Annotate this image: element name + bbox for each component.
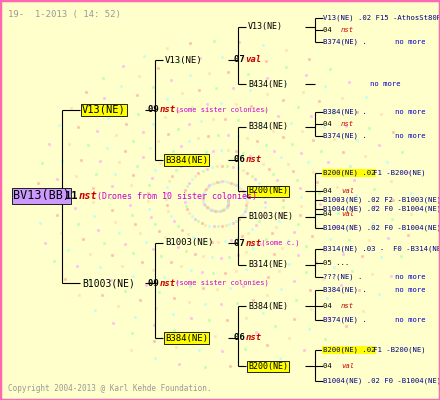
Text: B434(NE): B434(NE) <box>248 80 288 88</box>
Text: B384(NE): B384(NE) <box>248 302 288 310</box>
Text: val: val <box>341 188 354 194</box>
Text: 06: 06 <box>234 334 250 342</box>
Text: (some sister colonies): (some sister colonies) <box>172 107 269 113</box>
Text: F1 -B200(NE): F1 -B200(NE) <box>360 170 426 176</box>
Text: Copyright 2004-2013 @ Karl Kehde Foundation.: Copyright 2004-2013 @ Karl Kehde Foundat… <box>8 384 212 393</box>
Text: B1003(NE): B1003(NE) <box>82 278 135 288</box>
Text: nst: nst <box>341 303 354 309</box>
Text: ???(NE) .: ???(NE) . <box>323 274 363 280</box>
Text: 09: 09 <box>148 106 164 114</box>
Text: B384(NE): B384(NE) <box>248 122 288 132</box>
Text: B200(NE) .02: B200(NE) .02 <box>323 347 375 353</box>
Text: nst: nst <box>246 238 262 248</box>
Text: V13(NE) .02 F15 -AthosSt80R: V13(NE) .02 F15 -AthosSt80R <box>323 15 440 21</box>
Text: B384(NE) .: B384(NE) . <box>323 109 367 115</box>
Text: B384(NE): B384(NE) <box>165 334 208 342</box>
Text: nst: nst <box>160 106 176 114</box>
Text: B314(NE) .03 -  F0 -B314(NE): B314(NE) .03 - F0 -B314(NE) <box>323 246 440 252</box>
Text: B1003(NE) .02 F2 -B1003(NE): B1003(NE) .02 F2 -B1003(NE) <box>323 197 440 203</box>
Text: 05 ...: 05 ... <box>323 260 349 266</box>
Text: B200(NE): B200(NE) <box>248 362 288 370</box>
Text: 09: 09 <box>148 278 164 288</box>
Text: no more: no more <box>395 317 425 323</box>
Text: val: val <box>246 56 262 64</box>
Text: B374(NE) .: B374(NE) . <box>323 317 367 323</box>
Text: V13(NE): V13(NE) <box>165 56 203 64</box>
Text: B1003(NE): B1003(NE) <box>248 212 293 222</box>
Text: nst: nst <box>246 334 262 342</box>
Text: B1003(NE): B1003(NE) <box>165 238 213 248</box>
Text: val: val <box>341 363 354 369</box>
Text: B374(NE) .: B374(NE) . <box>323 39 367 45</box>
Text: B1004(NE) .02 F0 -B1004(NE): B1004(NE) .02 F0 -B1004(NE) <box>323 225 440 231</box>
Text: no more: no more <box>395 287 425 293</box>
Text: no more: no more <box>395 274 425 280</box>
Text: 04: 04 <box>323 27 336 33</box>
Text: 04: 04 <box>323 211 336 217</box>
Text: nst: nst <box>78 191 97 201</box>
Text: 07: 07 <box>234 56 250 64</box>
Text: no more: no more <box>395 109 425 115</box>
Text: (some c.): (some c.) <box>257 240 300 246</box>
Text: B200(NE): B200(NE) <box>248 186 288 196</box>
Text: 11: 11 <box>65 191 84 201</box>
Text: B384(NE): B384(NE) <box>165 156 208 164</box>
Text: B314(NE): B314(NE) <box>248 260 288 270</box>
Text: 07: 07 <box>234 238 250 248</box>
Text: BV13(BB): BV13(BB) <box>13 190 70 202</box>
Text: nst: nst <box>341 27 354 33</box>
Text: 04: 04 <box>323 188 336 194</box>
Text: B1004(NE) .02 F0 -B1004(NE): B1004(NE) .02 F0 -B1004(NE) <box>323 378 440 384</box>
Text: B1004(NE) .02 F0 -B1004(NE): B1004(NE) .02 F0 -B1004(NE) <box>323 206 440 212</box>
Text: 04: 04 <box>323 303 336 309</box>
Text: B200(NE) .02: B200(NE) .02 <box>323 170 375 176</box>
Text: B384(NE) .: B384(NE) . <box>323 287 367 293</box>
Text: B374(NE) .: B374(NE) . <box>323 133 367 139</box>
Text: nst: nst <box>160 278 176 288</box>
Text: V13(NE): V13(NE) <box>248 22 283 32</box>
Text: nst: nst <box>246 156 262 164</box>
Text: (Drones from 10 sister colonies): (Drones from 10 sister colonies) <box>92 192 257 200</box>
Text: 06: 06 <box>234 156 250 164</box>
Text: val: val <box>341 211 354 217</box>
Text: 04: 04 <box>323 121 336 127</box>
Text: 04: 04 <box>323 363 336 369</box>
Text: no more: no more <box>395 133 425 139</box>
Text: no more: no more <box>370 81 401 87</box>
Text: F1 -B200(NE): F1 -B200(NE) <box>360 347 426 353</box>
Text: V13(NE): V13(NE) <box>82 105 126 115</box>
Text: (some sister colonies): (some sister colonies) <box>172 280 269 286</box>
Text: 19-  1-2013 ( 14: 52): 19- 1-2013 ( 14: 52) <box>8 10 121 19</box>
Text: nst: nst <box>341 121 354 127</box>
Text: no more: no more <box>395 39 425 45</box>
